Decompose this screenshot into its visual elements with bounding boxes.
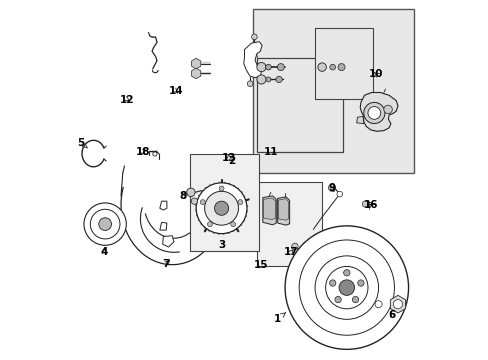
Circle shape	[275, 76, 282, 83]
Text: 11: 11	[264, 147, 278, 157]
Circle shape	[329, 280, 335, 286]
Circle shape	[363, 102, 384, 123]
Circle shape	[230, 222, 235, 227]
Polygon shape	[356, 117, 363, 123]
Polygon shape	[163, 236, 174, 247]
Text: 14: 14	[168, 86, 183, 96]
Circle shape	[325, 266, 367, 309]
Circle shape	[214, 201, 228, 215]
Circle shape	[291, 243, 298, 249]
Polygon shape	[191, 68, 201, 79]
Circle shape	[285, 226, 407, 349]
Circle shape	[90, 209, 120, 239]
Circle shape	[328, 184, 335, 191]
Circle shape	[191, 198, 197, 204]
Polygon shape	[191, 58, 201, 69]
Circle shape	[99, 218, 111, 230]
Text: 1: 1	[273, 313, 285, 324]
Text: 4: 4	[101, 247, 108, 257]
FancyBboxPatch shape	[253, 9, 413, 173]
Circle shape	[317, 63, 325, 71]
FancyBboxPatch shape	[314, 28, 372, 99]
Circle shape	[334, 296, 341, 303]
Polygon shape	[360, 93, 397, 131]
Circle shape	[265, 64, 271, 70]
Text: 7: 7	[162, 259, 169, 269]
Polygon shape	[160, 201, 166, 210]
Text: 10: 10	[368, 69, 383, 79]
Circle shape	[219, 186, 224, 191]
Text: 16: 16	[364, 200, 378, 210]
Circle shape	[367, 107, 380, 119]
Circle shape	[237, 200, 243, 204]
Text: 18: 18	[136, 148, 150, 157]
Polygon shape	[278, 199, 288, 220]
Text: 15: 15	[253, 260, 267, 270]
Text: 12: 12	[120, 95, 134, 104]
Circle shape	[84, 203, 126, 245]
Circle shape	[336, 191, 342, 197]
FancyBboxPatch shape	[256, 58, 343, 152]
Circle shape	[343, 270, 349, 276]
Polygon shape	[263, 198, 275, 220]
Circle shape	[314, 256, 378, 319]
Text: 17: 17	[283, 247, 298, 257]
Circle shape	[251, 34, 257, 40]
Polygon shape	[263, 196, 276, 225]
Circle shape	[337, 64, 345, 71]
Circle shape	[186, 188, 195, 197]
Circle shape	[204, 191, 238, 225]
Circle shape	[265, 77, 270, 82]
Circle shape	[200, 200, 205, 204]
Circle shape	[392, 300, 402, 309]
Circle shape	[247, 81, 252, 86]
Circle shape	[338, 280, 354, 295]
Polygon shape	[389, 295, 405, 313]
Text: 13: 13	[221, 153, 236, 163]
Circle shape	[357, 280, 364, 286]
FancyBboxPatch shape	[256, 182, 322, 266]
Polygon shape	[244, 42, 262, 78]
FancyBboxPatch shape	[189, 154, 258, 251]
Circle shape	[383, 105, 391, 114]
Text: 8: 8	[180, 191, 187, 201]
Text: 6: 6	[387, 310, 395, 320]
Text: 3: 3	[218, 240, 225, 250]
Circle shape	[374, 301, 381, 308]
Text: 9: 9	[327, 183, 334, 193]
Text: 5: 5	[78, 138, 87, 148]
Circle shape	[352, 296, 358, 303]
Polygon shape	[277, 197, 289, 225]
Circle shape	[207, 222, 212, 227]
Circle shape	[362, 201, 368, 207]
Polygon shape	[160, 222, 166, 230]
Circle shape	[329, 64, 335, 70]
Circle shape	[256, 63, 265, 72]
Circle shape	[256, 75, 265, 84]
Circle shape	[277, 64, 284, 71]
Circle shape	[196, 183, 246, 234]
Text: 2: 2	[228, 156, 235, 166]
